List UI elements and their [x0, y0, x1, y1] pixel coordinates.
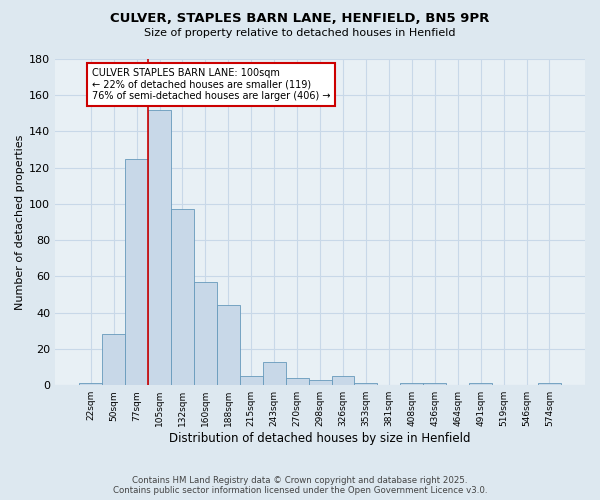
Y-axis label: Number of detached properties: Number of detached properties [15, 134, 25, 310]
Bar [194, 282, 217, 385]
Bar [286, 378, 308, 385]
Bar [423, 384, 446, 385]
Text: Contains HM Land Registry data © Crown copyright and database right 2025.
Contai: Contains HM Land Registry data © Crown c… [113, 476, 487, 495]
Bar [355, 384, 377, 385]
Text: CULVER STAPLES BARN LANE: 100sqm
← 22% of detached houses are smaller (119)
76% : CULVER STAPLES BARN LANE: 100sqm ← 22% o… [92, 68, 331, 102]
Bar [263, 362, 286, 385]
Bar [538, 384, 561, 385]
Bar [469, 384, 492, 385]
Bar [102, 334, 125, 385]
X-axis label: Distribution of detached houses by size in Henfield: Distribution of detached houses by size … [169, 432, 471, 445]
Bar [308, 380, 332, 385]
Bar [171, 210, 194, 385]
Bar [125, 158, 148, 385]
Bar [148, 110, 171, 385]
Bar [240, 376, 263, 385]
Bar [79, 384, 102, 385]
Bar [217, 306, 240, 385]
Text: Size of property relative to detached houses in Henfield: Size of property relative to detached ho… [144, 28, 456, 38]
Bar [400, 384, 423, 385]
Text: CULVER, STAPLES BARN LANE, HENFIELD, BN5 9PR: CULVER, STAPLES BARN LANE, HENFIELD, BN5… [110, 12, 490, 26]
Bar [332, 376, 355, 385]
